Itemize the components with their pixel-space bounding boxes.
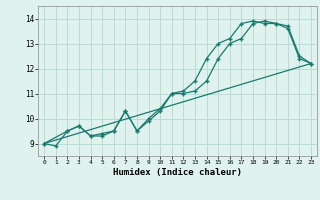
X-axis label: Humidex (Indice chaleur): Humidex (Indice chaleur) [113, 168, 242, 177]
